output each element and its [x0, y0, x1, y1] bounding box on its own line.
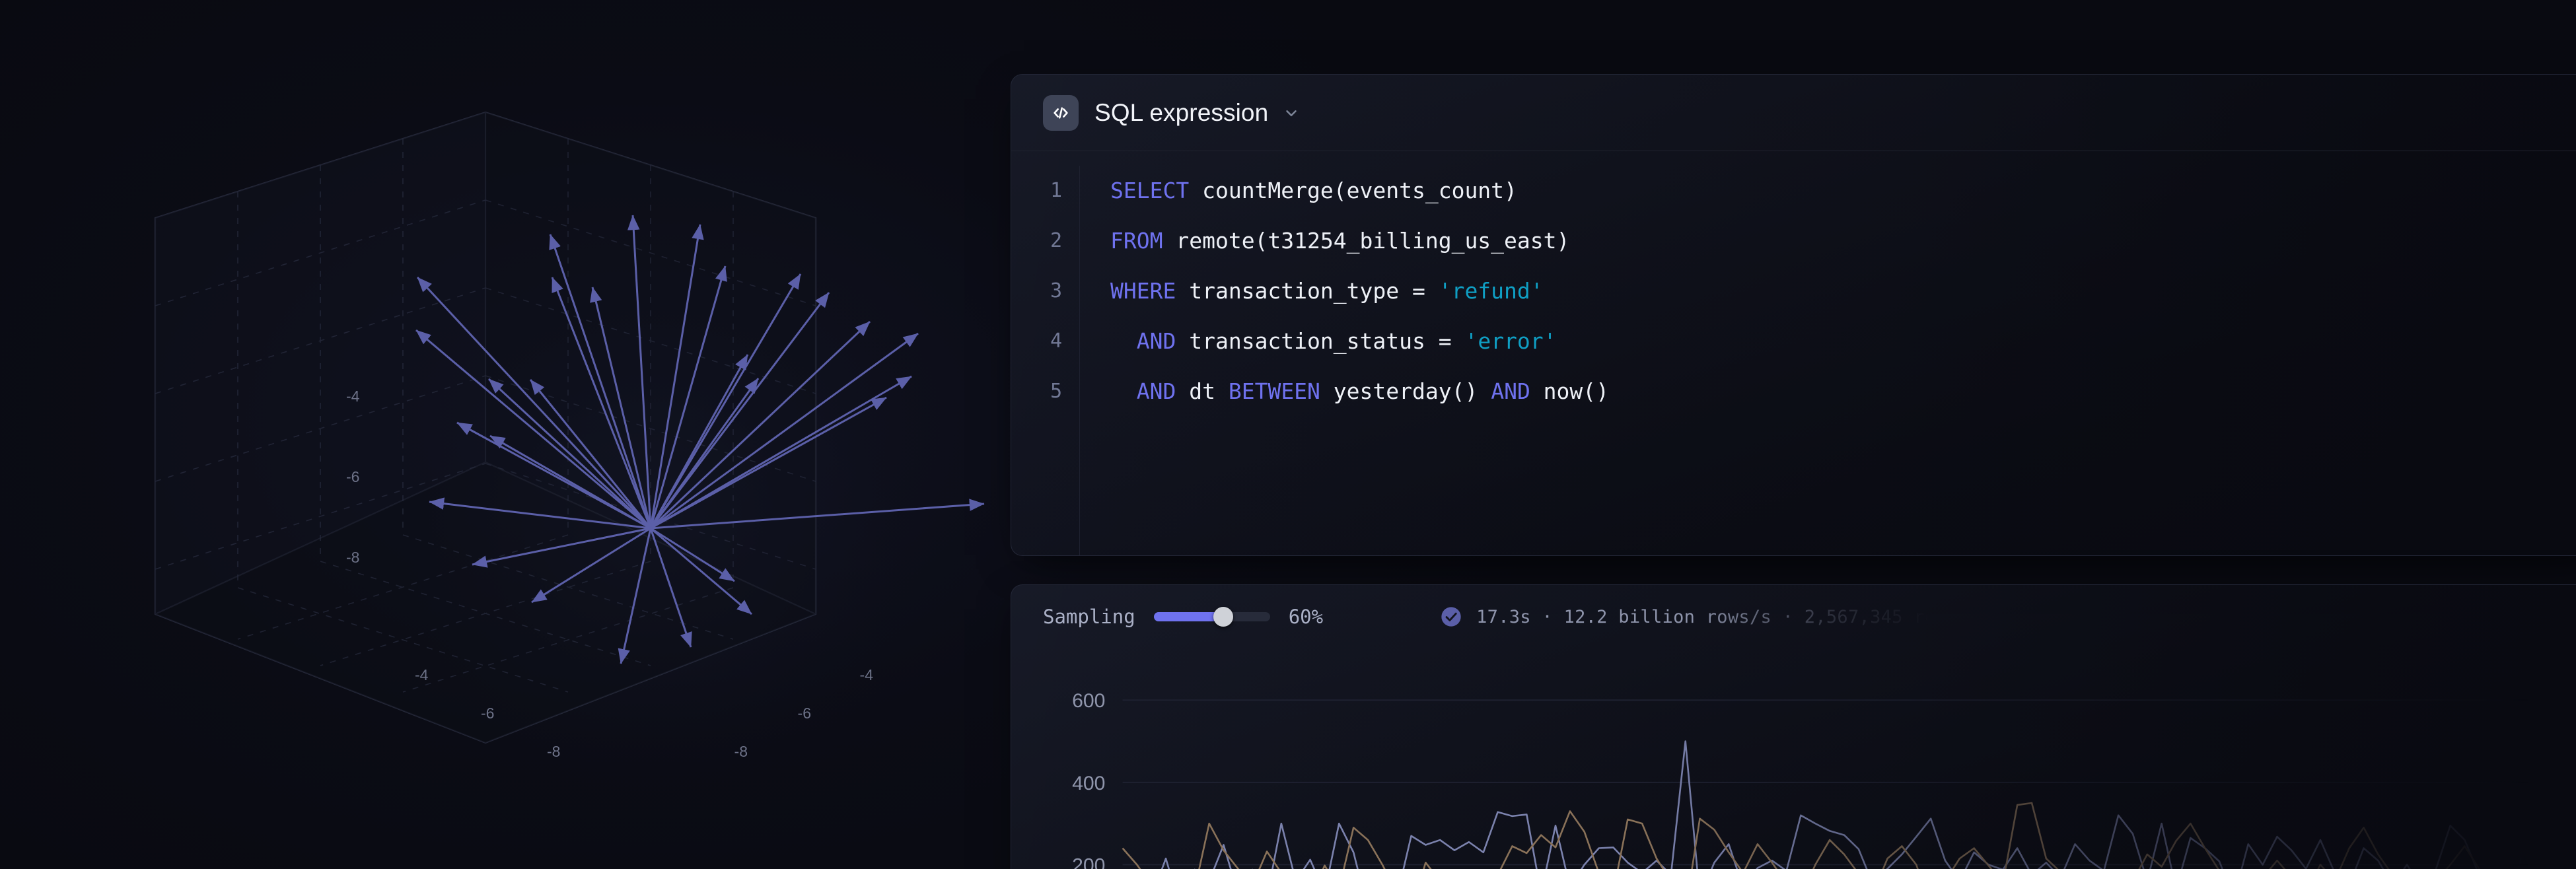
sql-card-header[interactable]: SQL expression: [1011, 75, 2576, 151]
line-number: 2: [1050, 229, 1062, 252]
query-status: 17.3s · 12.2 billion rows/s · 2,567,345 …: [1441, 606, 1957, 627]
line-number: 5: [1050, 380, 1062, 403]
code-token: AND: [1136, 328, 1176, 354]
code-line: WHERE transaction_type = 'refund': [1110, 266, 1609, 316]
code-token: transaction_type =: [1176, 278, 1439, 304]
axis-left-tick: -6: [346, 468, 359, 485]
line-number-gutter: 1 2 3 4 5: [1011, 166, 1080, 555]
code-token: FROM: [1110, 228, 1163, 254]
code-token: 'refund': [1438, 278, 1544, 304]
vector-arrows: [415, 215, 985, 664]
axis-left-tick: -8: [346, 549, 359, 566]
sql-code-text[interactable]: SELECT countMerge(events_count) FROM remo…: [1080, 166, 1609, 555]
code-token: SELECT: [1110, 178, 1190, 203]
code-line: SELECT countMerge(events_count): [1110, 166, 1609, 216]
axis-bottom-right-tick: -6: [798, 705, 811, 722]
code-token: remote(t31254_billing_us_east): [1163, 228, 1570, 254]
sampling-slider-thumb[interactable]: [1213, 607, 1234, 627]
chevron-down-icon[interactable]: [1283, 104, 1300, 122]
line-number: 1: [1050, 179, 1062, 202]
code-token: BETWEEN: [1228, 378, 1320, 404]
sampling-slider[interactable]: [1153, 607, 1270, 627]
code-line: AND dt BETWEEN yesterday() AND now(): [1110, 366, 1609, 417]
chart-series-group: [1122, 740, 2576, 869]
code-brackets-icon: [1043, 94, 1079, 131]
chart-line-series-lavender: [1161, 740, 2576, 869]
axis-bottom-left-tick: -8: [547, 743, 560, 760]
query-results-card: Sampling 60% 17.3s · 12.2 billion rows/s…: [1011, 584, 2576, 869]
grid-lines-bottom-face: [237, 534, 734, 693]
code-token: now(): [1530, 378, 1610, 404]
code-line: AND transaction_status = 'error': [1110, 316, 1609, 366]
code-token: countMerge(events_count): [1189, 178, 1517, 203]
chart-y-axis-labels: 200 400 600: [1072, 690, 1105, 869]
axis-tick-labels: -4 -6 -8 -4 -6 -8 -4 -6 -8: [346, 388, 873, 760]
code-token: yesterday(): [1320, 378, 1491, 404]
axis-bottom-left-tick: -4: [415, 666, 429, 683]
code-token: dt: [1176, 378, 1229, 404]
vector-field-visualization: -4 -6 -8 -4 -6 -8 -4 -6 -8: [0, 0, 1004, 869]
sql-expression-card: SQL expression 1 2 3 4 5 SELECT countMer…: [1011, 74, 2576, 556]
code-token: 'error': [1464, 328, 1557, 354]
line-number: 4: [1050, 330, 1062, 353]
chart-y-tick-label: 200: [1072, 855, 1105, 869]
axis-left-tick: -4: [346, 388, 360, 405]
sampling-label: Sampling: [1043, 606, 1135, 628]
code-token: WHERE: [1110, 278, 1176, 304]
grid-lines-left-face: [155, 139, 486, 588]
code-token: [1110, 378, 1137, 404]
axis-bottom-left-tick: -6: [481, 705, 494, 722]
axis-bottom-right-tick: -4: [860, 666, 874, 683]
page-title: SQL expression: [1094, 98, 1269, 126]
code-token: AND: [1491, 378, 1530, 404]
results-chart[interactable]: 200 400 600: [1011, 648, 2576, 869]
results-toolbar: Sampling 60% 17.3s · 12.2 billion rows/s…: [1011, 585, 2576, 648]
chart-line-series-tan: [1122, 802, 2576, 869]
code-token: transaction_status =: [1176, 328, 1465, 354]
code-line: FROM remote(t31254_billing_us_east): [1110, 216, 1609, 266]
axis-bottom-right-tick: -8: [734, 743, 748, 760]
chart-y-tick-label: 600: [1072, 690, 1105, 712]
sampling-slider-fill: [1153, 612, 1224, 621]
sampling-value: 60%: [1288, 606, 1324, 628]
query-status-text: 17.3s · 12.2 billion rows/s · 2,567,345 …: [1476, 606, 1958, 627]
line-number: 3: [1050, 279, 1062, 302]
code-token: AND: [1136, 378, 1176, 404]
sql-editor[interactable]: 1 2 3 4 5 SELECT countMerge(events_count…: [1011, 151, 2576, 555]
chart-y-tick-label: 400: [1072, 773, 1105, 794]
code-token: [1110, 328, 1137, 354]
check-circle-icon: [1441, 606, 1462, 627]
